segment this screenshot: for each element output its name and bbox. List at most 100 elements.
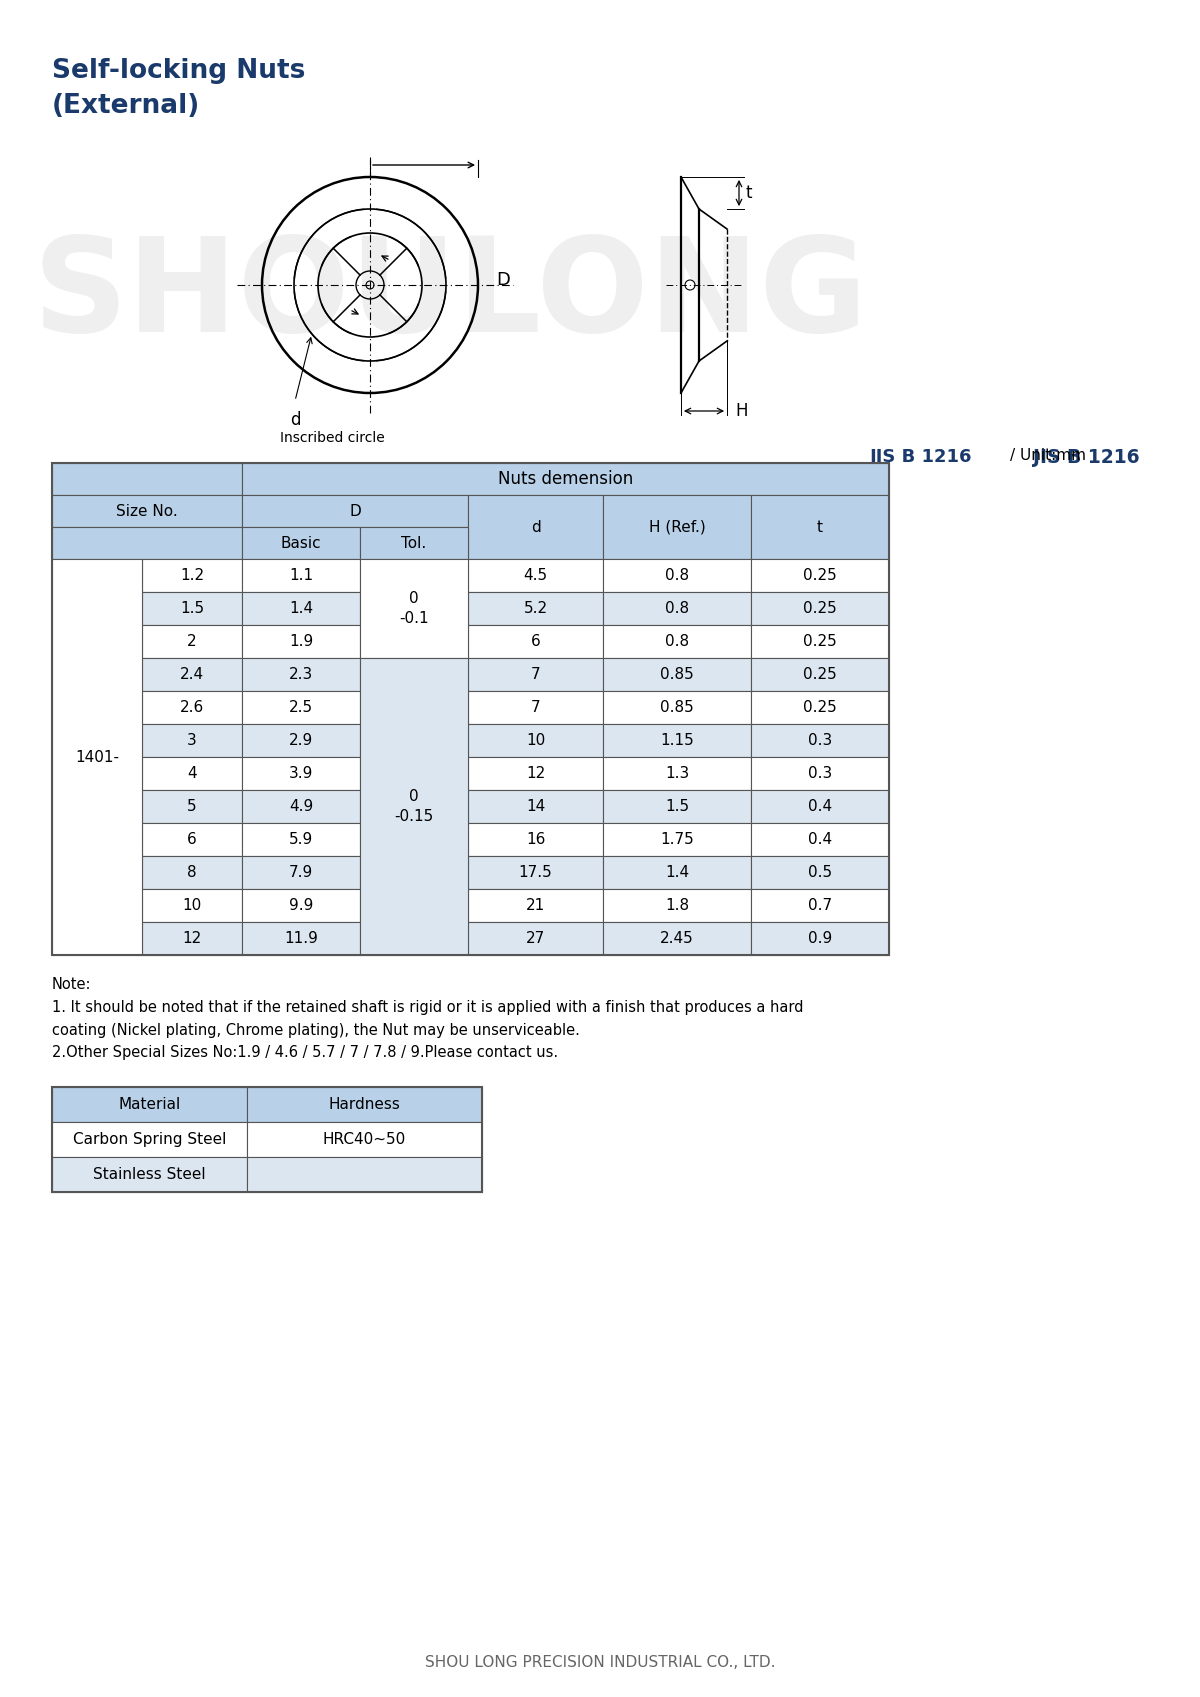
Text: H (Ref.): H (Ref.) <box>649 519 706 535</box>
Bar <box>142 855 242 889</box>
Text: 17.5: 17.5 <box>518 865 552 881</box>
Bar <box>360 528 468 558</box>
Text: 21: 21 <box>526 898 545 913</box>
Text: 0.8: 0.8 <box>665 635 689 648</box>
Text: 1.4: 1.4 <box>289 601 313 616</box>
Text: 7: 7 <box>530 667 540 682</box>
Text: 0.4: 0.4 <box>808 799 832 815</box>
Text: 2.9: 2.9 <box>289 733 313 748</box>
Bar <box>468 791 604 823</box>
Text: 0.25: 0.25 <box>803 699 836 714</box>
Bar <box>242 558 360 592</box>
Text: 4.9: 4.9 <box>289 799 313 815</box>
Text: 12: 12 <box>526 765 545 781</box>
Text: SHOU LONG PRECISION INDUSTRIAL CO., LTD.: SHOU LONG PRECISION INDUSTRIAL CO., LTD. <box>425 1655 775 1670</box>
Text: t: t <box>817 519 823 535</box>
Text: 6: 6 <box>530 635 540 648</box>
Text: Note:
1. It should be noted that if the retained shaft is rigid or it is applied: Note: 1. It should be noted that if the … <box>52 977 804 1061</box>
Bar <box>604 889 751 921</box>
Text: (External): (External) <box>52 93 200 119</box>
Bar <box>242 855 360 889</box>
Bar <box>604 658 751 691</box>
Bar <box>360 658 468 955</box>
Bar <box>142 592 242 624</box>
Text: Nuts demension: Nuts demension <box>498 470 634 489</box>
Bar <box>242 757 360 791</box>
Bar <box>604 624 751 658</box>
Text: Basic: Basic <box>281 536 322 550</box>
Text: 1.8: 1.8 <box>665 898 689 913</box>
Bar <box>604 791 751 823</box>
Text: D: D <box>496 272 510 288</box>
Text: 0.25: 0.25 <box>803 635 836 648</box>
Text: Inscribed circle: Inscribed circle <box>280 431 385 445</box>
Bar <box>52 496 242 528</box>
Text: Material: Material <box>119 1096 181 1112</box>
Text: 7.9: 7.9 <box>289 865 313 881</box>
Bar <box>52 463 242 496</box>
Text: 8: 8 <box>187 865 197 881</box>
Bar <box>242 624 360 658</box>
Bar <box>142 624 242 658</box>
Bar <box>604 592 751 624</box>
Bar <box>142 823 242 855</box>
Text: Size No.: Size No. <box>116 504 178 519</box>
Bar <box>604 757 751 791</box>
Bar <box>751 691 889 725</box>
Bar <box>751 496 889 558</box>
Bar <box>604 823 751 855</box>
Bar <box>604 558 751 592</box>
Text: d: d <box>290 411 300 429</box>
Text: 1.2: 1.2 <box>180 568 204 584</box>
Text: 4: 4 <box>187 765 197 781</box>
Text: 2: 2 <box>187 635 197 648</box>
Bar <box>242 823 360 855</box>
Text: 11.9: 11.9 <box>284 932 318 945</box>
Bar <box>52 1122 247 1157</box>
Text: 27: 27 <box>526 932 545 945</box>
Text: JIS B 1216: JIS B 1216 <box>870 448 972 467</box>
Bar <box>242 463 889 496</box>
Text: 2.6: 2.6 <box>180 699 204 714</box>
Text: 5.9: 5.9 <box>289 832 313 847</box>
Bar <box>468 823 604 855</box>
Text: 2.4: 2.4 <box>180 667 204 682</box>
Bar <box>52 1157 247 1191</box>
Bar <box>468 624 604 658</box>
Bar <box>52 1088 482 1191</box>
Bar <box>468 496 604 558</box>
Bar <box>242 528 360 558</box>
Text: 1.1: 1.1 <box>289 568 313 584</box>
Text: 0.25: 0.25 <box>803 568 836 584</box>
Text: 0.8: 0.8 <box>665 568 689 584</box>
Text: 2.5: 2.5 <box>289 699 313 714</box>
Text: 1401-: 1401- <box>74 750 119 765</box>
Text: 0.25: 0.25 <box>803 667 836 682</box>
Text: 1.5: 1.5 <box>665 799 689 815</box>
Bar <box>142 791 242 823</box>
Bar <box>242 725 360 757</box>
Text: 0.7: 0.7 <box>808 898 832 913</box>
Text: 0.3: 0.3 <box>808 765 832 781</box>
Bar <box>242 791 360 823</box>
Bar <box>242 496 468 528</box>
Text: 1.4: 1.4 <box>665 865 689 881</box>
Text: d: d <box>530 519 540 535</box>
Text: 3.9: 3.9 <box>289 765 313 781</box>
Bar <box>52 463 889 955</box>
Text: 0
-0.15: 0 -0.15 <box>395 789 433 825</box>
Text: 0
-0.1: 0 -0.1 <box>400 591 428 626</box>
Bar <box>468 558 604 592</box>
Bar <box>142 921 242 955</box>
Text: / Unit:mm: / Unit:mm <box>1010 448 1086 463</box>
Text: 12: 12 <box>182 932 202 945</box>
Text: 4.5: 4.5 <box>523 568 547 584</box>
Bar <box>751 889 889 921</box>
Text: 0.4: 0.4 <box>808 832 832 847</box>
Text: 6: 6 <box>187 832 197 847</box>
Bar <box>142 725 242 757</box>
Bar <box>604 855 751 889</box>
Text: 2.3: 2.3 <box>289 667 313 682</box>
Text: 1.75: 1.75 <box>660 832 694 847</box>
Bar <box>468 691 604 725</box>
